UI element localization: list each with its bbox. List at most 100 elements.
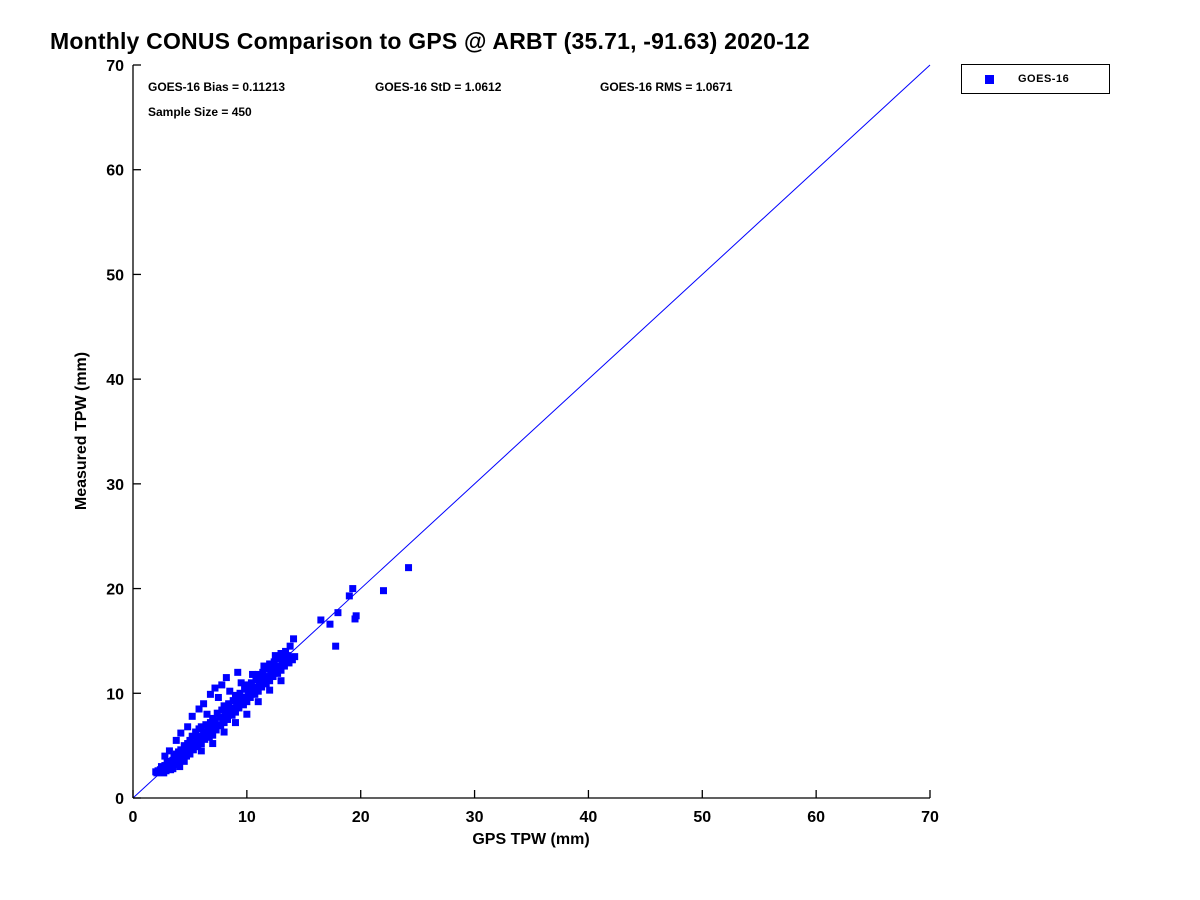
scatter-point [202, 721, 210, 729]
scatter-point [197, 747, 205, 755]
scatter-point [280, 662, 288, 670]
scatter-point [211, 684, 219, 692]
scatter-point [218, 706, 226, 714]
scatter-point [243, 681, 251, 689]
scatter-point [269, 673, 277, 681]
scatter-point [180, 757, 188, 765]
scatter-point [201, 735, 209, 743]
scatter-point [231, 708, 239, 716]
scatter-point [169, 765, 177, 773]
scatter-point [252, 676, 260, 684]
scatter-point [266, 677, 274, 685]
scatter-point [282, 647, 290, 655]
x-tick-label: 0 [129, 809, 138, 826]
scatter-point [241, 685, 249, 693]
x-tick-label: 40 [580, 809, 598, 826]
x-tick-label: 10 [238, 809, 256, 826]
legend-marker-icon [985, 74, 994, 84]
scatter-point [277, 666, 285, 674]
scatter-point [290, 635, 298, 643]
scatter-point [206, 690, 214, 698]
scatter-point [332, 642, 340, 650]
scatter-point [224, 715, 232, 723]
scatter-point [208, 727, 216, 735]
scatter-point [268, 664, 276, 672]
scatter-point [249, 670, 257, 678]
y-tick-label: 70 [106, 58, 124, 75]
scatter-point [184, 723, 192, 731]
scatter-point [220, 702, 228, 710]
scatter-point [258, 683, 266, 691]
y-tick-label: 30 [106, 477, 124, 494]
scatter-point [263, 665, 271, 673]
scatter-point [188, 732, 196, 740]
scatter-point [206, 719, 214, 727]
y-tick-label: 0 [115, 791, 124, 808]
scatter-point [352, 612, 360, 620]
scatter-point [177, 729, 185, 737]
scatter-point [254, 698, 262, 706]
scatter-point [277, 649, 285, 657]
legend: GOES-16 [961, 64, 1110, 94]
scatter-point [197, 740, 205, 748]
scatter-point [212, 726, 220, 734]
scatter-point [266, 660, 274, 668]
scatter-point [317, 616, 325, 624]
scatter-point [225, 700, 233, 708]
y-tick-label: 60 [106, 163, 124, 180]
scatter-point [234, 696, 242, 704]
stat-rms: GOES-16 RMS = 1.0671 [600, 80, 733, 94]
scatter-point [203, 710, 211, 718]
scatter-point [279, 654, 287, 662]
stat-std: GOES-16 StD = 1.0612 [375, 80, 502, 94]
scatter-point [379, 587, 387, 595]
scatter-point [195, 705, 203, 713]
legend-label: GOES-16 [1018, 73, 1070, 85]
scatter-point [349, 585, 357, 593]
stat-bias: GOES-16 Bias = 0.11213 [148, 80, 286, 94]
y-tick-label: 20 [106, 582, 124, 599]
y-tick-label: 40 [106, 372, 124, 389]
scatter-point [326, 620, 334, 628]
scatter-point [245, 685, 253, 693]
scatter-point [213, 709, 221, 717]
x-tick-label: 60 [807, 809, 825, 826]
x-tick-label: 50 [693, 809, 711, 826]
y-tick-label: 50 [106, 267, 124, 284]
scatter-point [209, 740, 217, 748]
scatter-point [186, 750, 194, 758]
scatter-point [209, 731, 217, 739]
scatter-point [243, 710, 251, 718]
scatter-point [345, 592, 353, 600]
x-tick-label: 20 [352, 809, 370, 826]
scatter-point [237, 679, 245, 687]
scatter-point [188, 712, 196, 720]
scatter-point [257, 675, 265, 683]
x-tick-label: 70 [921, 809, 939, 826]
scatter-point [165, 747, 173, 755]
scatter-point [246, 693, 254, 701]
scatter-point [172, 736, 180, 744]
scatter-point [169, 756, 177, 764]
scatter-point [247, 679, 255, 687]
scatter-point [222, 674, 230, 682]
scatter-point [243, 698, 251, 706]
scatter-point [161, 752, 169, 760]
scatter-point [236, 689, 244, 697]
scatter-point [200, 700, 208, 708]
y-tick-label: 10 [106, 686, 124, 703]
chart-title: Monthly CONUS Comparison to GPS @ ARBT (… [50, 28, 810, 54]
scatter-point [254, 687, 262, 695]
scatter-point [220, 728, 228, 736]
scatter-point [277, 677, 285, 685]
scatter-point [286, 642, 294, 650]
y-axis-label: Measured TPW (mm) [73, 351, 90, 511]
scatter-point [197, 723, 205, 731]
scatter-point [291, 653, 299, 661]
scatter-point [231, 691, 239, 699]
x-tick-label: 30 [466, 809, 484, 826]
scatter-point [254, 670, 262, 678]
stat-sample-size: Sample Size = 450 [148, 105, 252, 119]
